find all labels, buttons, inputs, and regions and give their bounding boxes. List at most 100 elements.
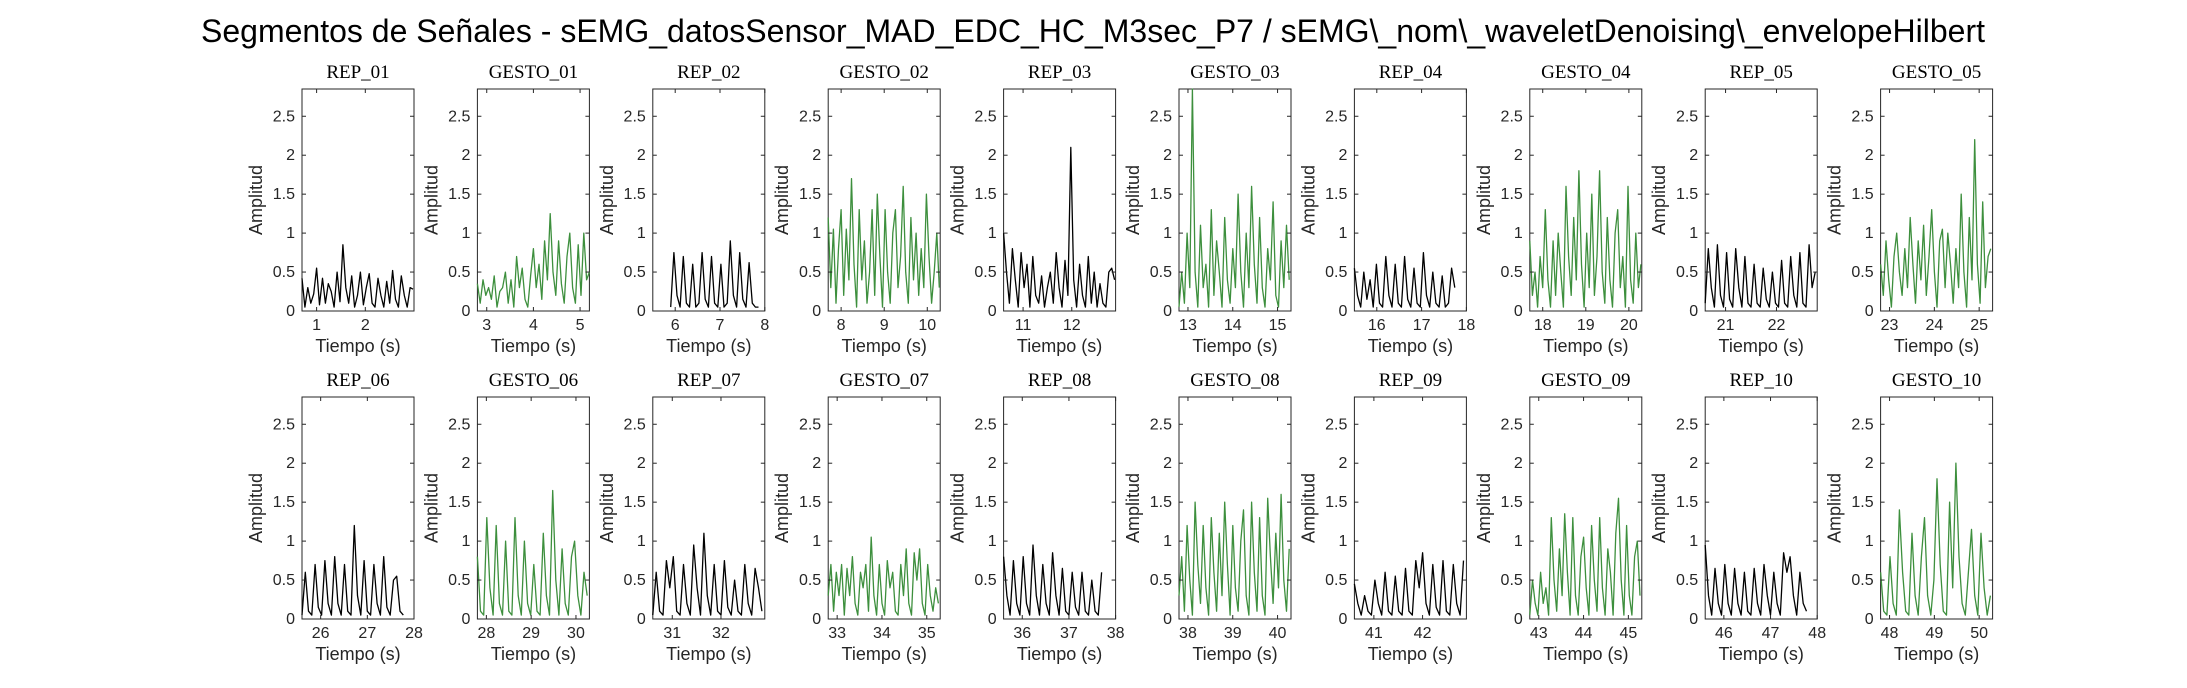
- subplot-gesto-05: GESTO_05 0 0.5 1 1.5 2 2.5 23 24 25 Tiempo (s) Ampl…: [1825, 62, 1994, 356]
- x-tick-label: 35: [918, 625, 936, 642]
- y-tick-label: 2: [1338, 147, 1347, 164]
- y-tick-label: 2.5: [448, 108, 470, 125]
- y-tick-label: 2: [988, 147, 997, 164]
- x-axis-label: Tiempo (s): [1017, 336, 1102, 356]
- subplot-title: GESTO_04: [1541, 62, 1631, 83]
- series-line: [1704, 544, 1808, 616]
- series-line: [1178, 88, 1290, 308]
- y-tick-label: 2.5: [1851, 416, 1873, 433]
- x-tick-label: 41: [1365, 625, 1383, 642]
- x-tick-label: 23: [1881, 317, 1899, 334]
- subplot-title: GESTO_06: [489, 370, 578, 391]
- subplot-title: REP_04: [1379, 62, 1443, 83]
- x-tick-label: 18: [1458, 317, 1476, 334]
- y-tick-label: 2: [812, 147, 821, 164]
- subplot-title: REP_02: [677, 62, 740, 83]
- y-tick-label: 1: [988, 225, 997, 242]
- y-tick-label: 1.5: [799, 494, 821, 511]
- x-tick-label: 9: [880, 317, 889, 334]
- axes-box: [476, 88, 590, 312]
- y-tick-label: 0: [637, 303, 646, 320]
- y-tick-label: 2.5: [1676, 416, 1698, 433]
- x-tick-label: 19: [1577, 317, 1595, 334]
- y-tick-label: 2: [1338, 455, 1347, 472]
- y-tick-label: 2.5: [974, 416, 996, 433]
- x-tick-label: 48: [1881, 625, 1899, 642]
- y-tick-label: 0: [988, 303, 997, 320]
- subplot-gesto-06: GESTO_06 0 0.5 1 1.5 2 2.5 28 29 30 Tiempo (s) Ampl…: [421, 370, 590, 664]
- subplot-title: GESTO_09: [1541, 370, 1630, 391]
- y-axis-label: Amplitud: [421, 473, 441, 543]
- y-axis-label: Amplitud: [246, 165, 266, 235]
- y-tick-label: 0: [812, 303, 821, 320]
- subplot-gesto-03: GESTO_03 0 0.5 1 1.5 2 2.5 13 14 15 Tiempo (s) Ampl…: [1123, 62, 1292, 356]
- y-tick-label: 2: [812, 455, 821, 472]
- series-line: [1529, 170, 1642, 308]
- series-line: [827, 177, 940, 308]
- x-axis-label: Tiempo (s): [315, 336, 400, 356]
- x-axis-label: Tiempo (s): [315, 644, 400, 664]
- axes-box: [301, 396, 415, 620]
- y-tick-label: 0: [812, 611, 821, 628]
- y-tick-label: 0.5: [1851, 572, 1873, 589]
- y-tick-label: 2: [637, 455, 646, 472]
- x-tick-label: 24: [1925, 317, 1943, 334]
- x-tick-label: 13: [1179, 317, 1197, 334]
- y-tick-label: 0.5: [799, 572, 821, 589]
- y-axis-label: Amplitud: [772, 473, 792, 543]
- series-line: [301, 244, 414, 308]
- y-tick-label: 0: [1338, 303, 1347, 320]
- axes-box: [1704, 88, 1818, 312]
- y-tick-label: 1.5: [1325, 494, 1347, 511]
- y-tick-label: 0: [1865, 303, 1874, 320]
- y-tick-label: 0.5: [273, 264, 295, 281]
- subplot-title: GESTO_03: [1190, 62, 1279, 83]
- subplot-gesto-04: GESTO_04 0 0.5 1 1.5 2 2.5 18 19 20 Tiempo (s) Ampl…: [1474, 62, 1643, 356]
- y-axis-label: Amplitud: [246, 473, 266, 543]
- y-tick-label: 1: [1338, 533, 1347, 550]
- figure-title: Segmentos de Señales - sEMG_datosSensor_…: [201, 13, 1985, 49]
- y-axis-label: Amplitud: [1474, 165, 1494, 235]
- y-tick-label: 1.5: [1851, 186, 1873, 203]
- y-tick-label: 1.5: [448, 186, 470, 203]
- x-tick-label: 8: [760, 317, 769, 334]
- y-tick-label: 2: [461, 455, 470, 472]
- y-tick-label: 1: [1689, 225, 1698, 242]
- series-line: [1879, 138, 1992, 308]
- x-tick-label: 5: [576, 317, 585, 334]
- subplot-title: REP_07: [677, 370, 740, 391]
- subplot-rep-06: REP_06 0 0.5 1 1.5 2 2.5 26 27 28 Tiempo (s) Amplit…: [246, 370, 423, 664]
- x-tick-label: 38: [1179, 625, 1197, 642]
- x-axis-label: Tiempo (s): [666, 644, 751, 664]
- y-tick-label: 1.5: [974, 186, 996, 203]
- y-axis-label: Amplitud: [1298, 473, 1318, 543]
- x-tick-label: 40: [1269, 625, 1287, 642]
- axes-box: [1003, 88, 1117, 312]
- subplot-title: GESTO_10: [1892, 370, 1981, 391]
- y-tick-label: 1: [461, 225, 470, 242]
- y-tick-label: 1.5: [273, 186, 295, 203]
- x-tick-label: 21: [1717, 317, 1735, 334]
- y-tick-label: 1.5: [1150, 494, 1172, 511]
- x-axis-label: Tiempo (s): [1368, 336, 1453, 356]
- x-tick-label: 39: [1224, 625, 1242, 642]
- y-tick-label: 1: [1689, 533, 1698, 550]
- y-tick-label: 2.5: [974, 108, 996, 125]
- series-line: [1002, 146, 1116, 308]
- y-tick-label: 2.5: [624, 416, 646, 433]
- y-tick-label: 1: [286, 225, 295, 242]
- x-tick-label: 12: [1063, 317, 1081, 334]
- subplot-title: REP_01: [326, 62, 389, 83]
- y-tick-label: 0: [1338, 611, 1347, 628]
- x-tick-label: 22: [1768, 317, 1786, 334]
- y-axis-label: Amplitud: [772, 165, 792, 235]
- y-tick-label: 2: [286, 147, 295, 164]
- x-tick-label: 31: [663, 625, 681, 642]
- y-tick-label: 1: [1514, 225, 1523, 242]
- y-axis-label: Amplitud: [1825, 165, 1845, 235]
- x-tick-label: 18: [1534, 317, 1552, 334]
- y-tick-label: 2: [988, 455, 997, 472]
- x-tick-label: 48: [1808, 625, 1826, 642]
